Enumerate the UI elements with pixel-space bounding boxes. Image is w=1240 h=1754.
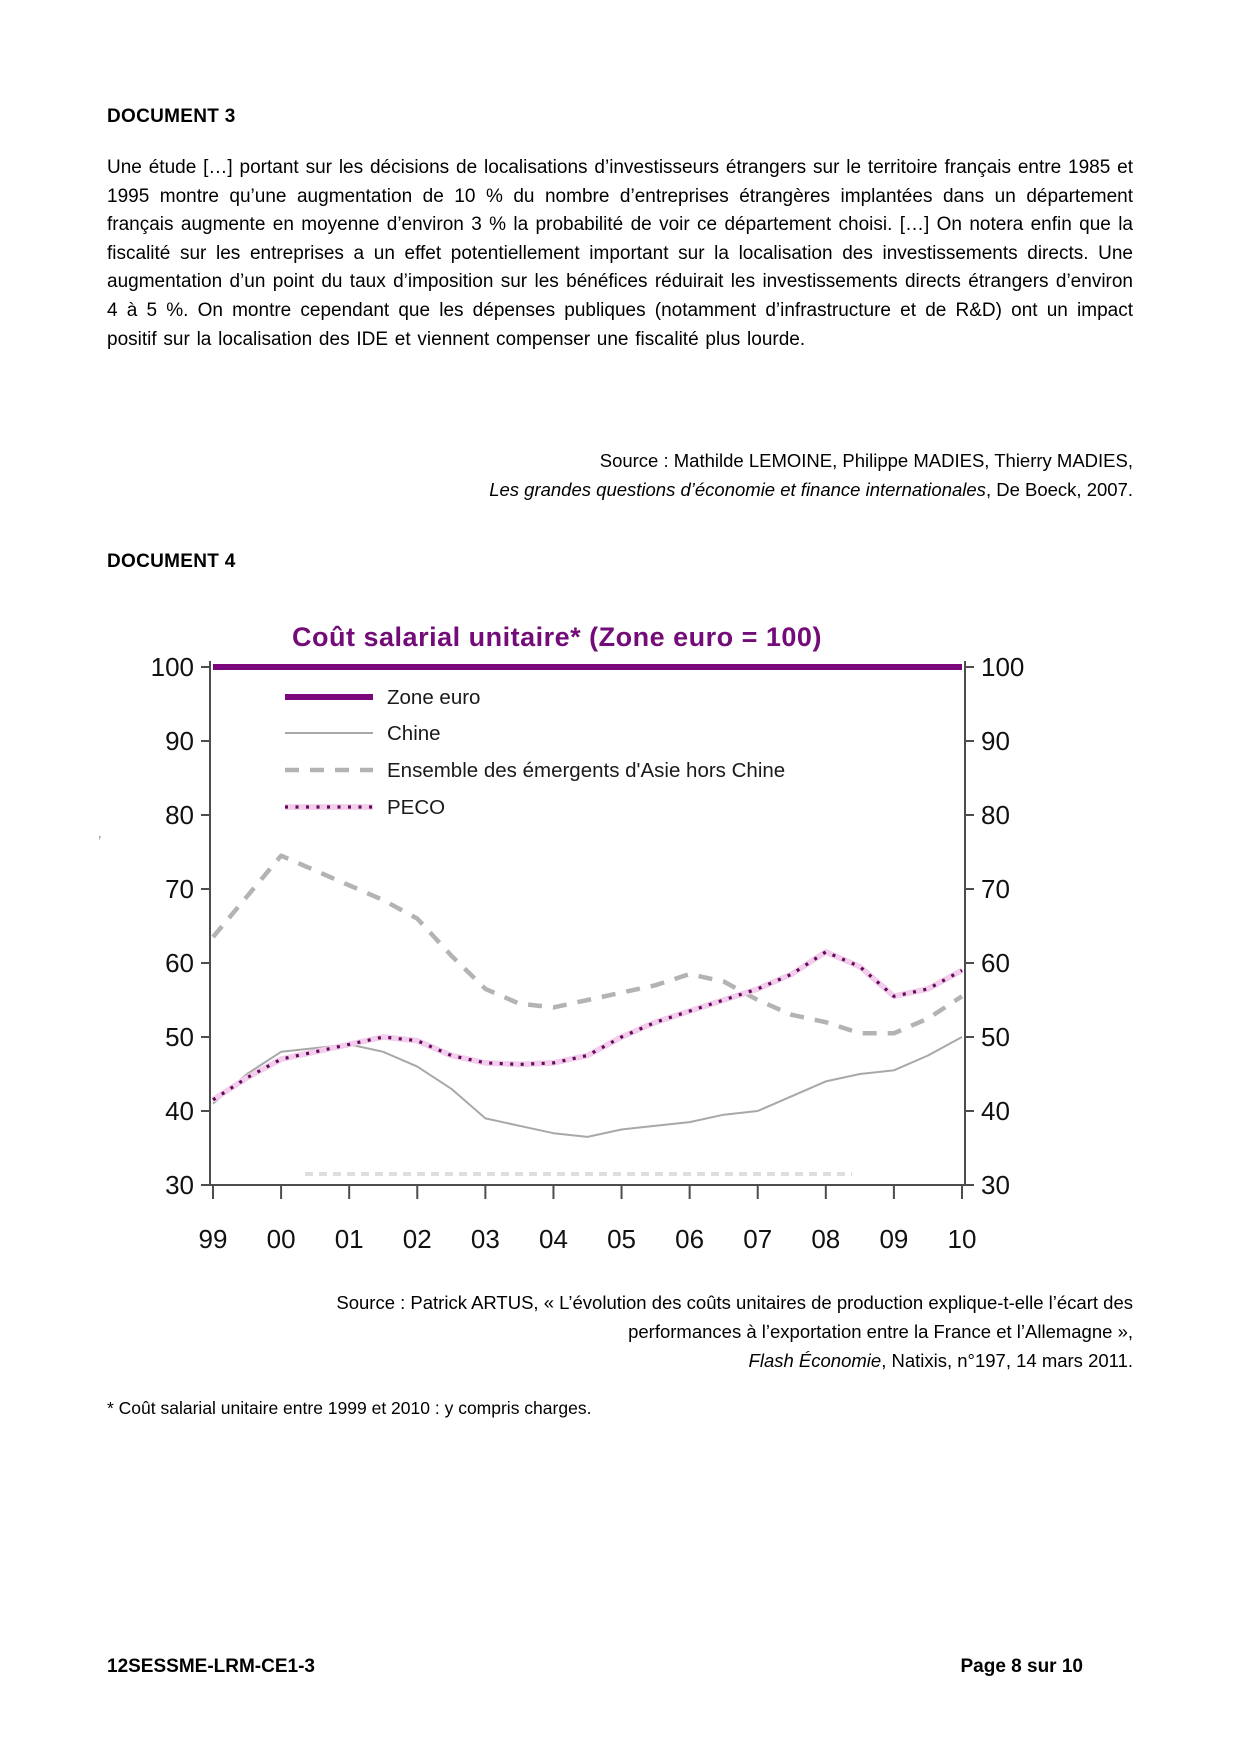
series-ensemble-des-mergents-d-asie-hors-chine — [211, 853, 964, 1036]
x-tick-label: 00 — [267, 1224, 296, 1254]
document4-source: Source : Patrick ARTUS, « L’évolution de… — [107, 1288, 1133, 1375]
document3-source-line2: Les grandes questions d’économie et fina… — [107, 475, 1133, 504]
legend-item-peco: PECO — [285, 796, 445, 819]
y-tick-label-left: 80 — [165, 800, 194, 830]
x-tick-label: 06 — [675, 1224, 704, 1254]
document3-source-text1: Source : Mathilde LEMOINE, Philippe MADI… — [599, 450, 1133, 471]
document3-source-italic: Les grandes questions d’économie et fina… — [489, 479, 986, 500]
x-tick-label: 09 — [879, 1224, 908, 1254]
chart-footnote: * Coût salarial unitaire entre 1999 et 2… — [107, 1398, 592, 1418]
y-tick-label-right: 30 — [981, 1170, 1010, 1200]
document3-heading: DOCUMENT 3 — [107, 106, 236, 127]
document4-source-text1: Source : Patrick ARTUS, « L’évolution de… — [336, 1292, 1133, 1313]
chart-title: Coût salarial unitaire* (Zone euro = 100… — [292, 622, 822, 652]
scan-artifact-mark: ’ — [98, 833, 102, 850]
document4-source-rest: , Natixis, n°197, 14 mars 2011. — [881, 1350, 1133, 1371]
x-tick-label: 01 — [335, 1224, 364, 1254]
document4-heading: DOCUMENT 4 — [107, 551, 236, 572]
legend-item-ensemble-des-mergents-d-asie-hors-chine: Ensemble des émergents d'Asie hors Chine — [285, 759, 785, 782]
y-tick-label-right: 70 — [981, 874, 1010, 904]
y-tick-label-right: 90 — [981, 726, 1010, 756]
x-tick-label: 05 — [607, 1224, 636, 1254]
y-tick-label-left: 100 — [151, 652, 194, 682]
series-halo-peco — [211, 949, 964, 1103]
document4-source-line3: Flash Économie, Natixis, n°197, 14 mars … — [107, 1346, 1133, 1375]
x-tick-label: 04 — [539, 1224, 568, 1254]
x-tick-label: 10 — [948, 1224, 977, 1254]
legend-label-chine: Chine — [387, 722, 441, 745]
y-tick-label-right: 60 — [981, 948, 1010, 978]
x-tick-label: 02 — [403, 1224, 432, 1254]
y-tick-label-left: 60 — [165, 948, 194, 978]
document3-paragraph: Une étude […] portant sur les décisions … — [107, 157, 1133, 350]
x-tick-label: 07 — [743, 1224, 772, 1254]
legend-item-chine: Chine — [285, 722, 441, 745]
y-tick-label-left: 40 — [165, 1096, 194, 1126]
y-tick-label-right: 50 — [981, 1022, 1010, 1052]
y-tick-label-left: 70 — [165, 874, 194, 904]
unit-labour-cost-chart: Coût salarial unitaire* (Zone euro = 100… — [90, 600, 1140, 1280]
legend-label-zone-euro: Zone euro — [387, 686, 480, 709]
document4-source-text2: performances à l’exportation entre la Fr… — [628, 1321, 1133, 1342]
footer-reference: 12SESSME-LRM-CE1-3 — [107, 1656, 315, 1677]
legend-label-ensemble-des-mergents-d-asie-hors-chine: Ensemble des émergents d'Asie hors Chine — [387, 759, 785, 782]
legend-item-zone-euro: Zone euro — [285, 686, 480, 709]
y-tick-label-left: 30 — [165, 1170, 194, 1200]
document3-source: Source : Mathilde LEMOINE, Philippe MADI… — [107, 446, 1133, 504]
x-tick-label: 03 — [471, 1224, 500, 1254]
chart-canvas: Coût salarial unitaire* (Zone euro = 100… — [151, 622, 1025, 1254]
y-tick-label-right: 100 — [981, 652, 1024, 682]
document3-source-rest: , De Boeck, 2007. — [985, 479, 1133, 500]
document4-source-line2: performances à l’exportation entre la Fr… — [107, 1317, 1133, 1346]
document3-source-line1: Source : Mathilde LEMOINE, Philippe MADI… — [107, 446, 1133, 475]
document4-source-line1: Source : Patrick ARTUS, « L’évolution de… — [107, 1288, 1133, 1317]
document4-source-italic: Flash Économie — [748, 1350, 882, 1371]
legend-label-peco: PECO — [387, 796, 445, 819]
footer-page-number: Page 8 sur 10 — [960, 1656, 1083, 1677]
y-tick-label-right: 40 — [981, 1096, 1010, 1126]
x-tick-label: 08 — [811, 1224, 840, 1254]
x-tick-label: 99 — [199, 1224, 228, 1254]
y-tick-label-right: 80 — [981, 800, 1010, 830]
y-tick-label-left: 50 — [165, 1022, 194, 1052]
series-peco — [212, 950, 963, 1102]
y-tick-label-left: 90 — [165, 726, 194, 756]
